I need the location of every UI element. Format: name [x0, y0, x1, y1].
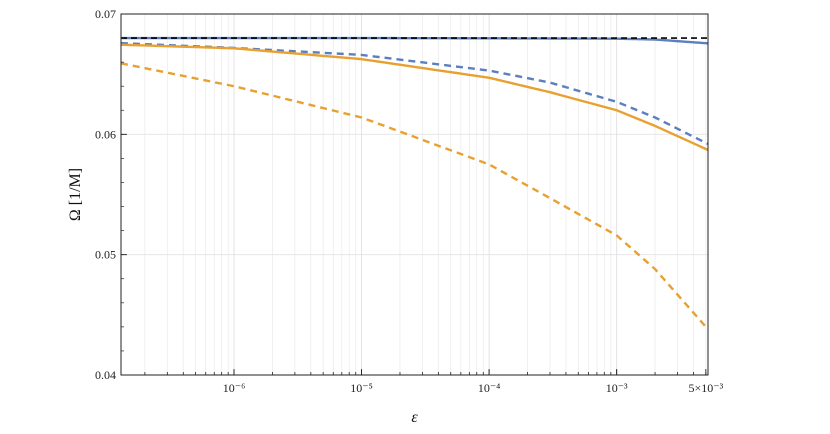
series-line-4	[120, 62, 709, 331]
series-line-2	[120, 41, 709, 146]
x-tick-label: 5×10⁻³	[688, 381, 723, 395]
y-tick-label: 0.04	[95, 368, 116, 382]
x-tick-label: 10⁻⁴	[478, 381, 501, 395]
x-tick-label: 10⁻³	[606, 381, 628, 395]
y-tick-label: 0.06	[95, 127, 116, 141]
y-axis-label: Ω [1/M]	[67, 168, 84, 221]
x-axis-label: ε	[411, 409, 418, 426]
series-line-3	[120, 43, 709, 152]
x-tick-label: 10⁻⁶	[223, 381, 246, 395]
x-tick-label: 10⁻⁵	[350, 381, 373, 395]
y-tick-label: 0.07	[95, 7, 116, 21]
plot-frame	[120, 13, 709, 376]
series-layer	[120, 36, 709, 331]
tick-layer: 10⁻⁶ 10⁻⁵ 10⁻⁴ 10⁻³ 5×10⁻³ 0.04 0.05 0.06 0.07	[95, 7, 724, 395]
y-tick-label: 0.05	[95, 248, 116, 262]
grid-layer	[121, 13, 708, 376]
